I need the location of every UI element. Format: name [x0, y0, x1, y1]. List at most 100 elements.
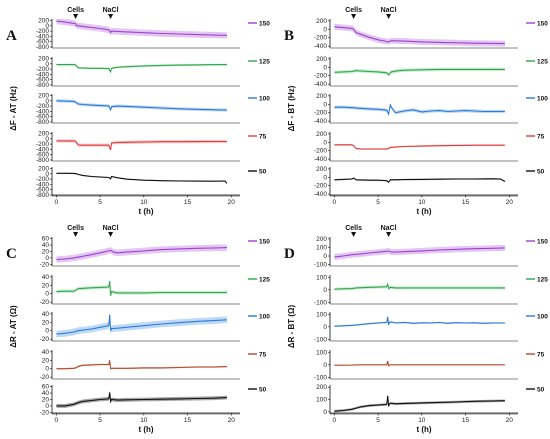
event-arrow: [386, 232, 392, 237]
legend-label: 75: [537, 351, 545, 358]
series-line: [56, 100, 227, 112]
x-axis-label: t (h): [416, 207, 431, 216]
series-line: [334, 316, 505, 327]
y-tick-label: 20: [42, 282, 50, 289]
y-tick-label: 200: [38, 166, 49, 173]
event-label: Cells: [67, 225, 84, 232]
event-arrow: [351, 232, 357, 237]
legend-label: 100: [537, 313, 548, 320]
y-tick-label: 0: [323, 324, 327, 331]
series-band: [56, 139, 227, 152]
y-tick-label: -100: [314, 262, 327, 269]
series-line: [334, 360, 505, 367]
series-line: [56, 392, 227, 407]
series-band: [334, 316, 505, 327]
x-tick-label: 10: [140, 199, 148, 206]
y-tick-label: -20: [40, 299, 50, 306]
y-tick-label: -200: [314, 35, 327, 42]
y-axis-label: ΔR - AT (Ω): [9, 305, 18, 348]
y-tick-label: -200: [36, 141, 49, 148]
x-tick-label: 0: [333, 417, 337, 424]
y-tick-label: 0: [45, 328, 49, 335]
legend-label: 100: [537, 95, 548, 102]
series-line: [334, 282, 505, 290]
y-tick-label: -200: [314, 148, 327, 155]
y-tick-label: -400: [36, 181, 49, 188]
x-axis-label: t (h): [138, 425, 153, 434]
panel-a: AΔF - AT (Hz)Cells NaCl2000-200-400-600-8…: [6, 7, 270, 216]
y-tick-label: 200: [316, 384, 327, 391]
series-band: [334, 23, 505, 47]
y-tick-label: -400: [36, 33, 49, 40]
legend-label: 150: [537, 20, 548, 27]
series-band: [56, 63, 227, 73]
x-tick-label: 15: [184, 199, 192, 206]
legend-label: 100: [259, 95, 270, 102]
y-tick-label: 0: [323, 64, 327, 71]
panel-letter: C: [6, 246, 17, 262]
y-tick-label: -200: [36, 176, 49, 183]
y-tick-label: -600: [36, 39, 49, 46]
subplot-50: 200 100 0 50: [316, 384, 544, 416]
y-tick-label: -20: [40, 261, 50, 268]
y-tick-label: -800: [36, 192, 49, 199]
event-label: NaCl: [381, 7, 397, 14]
legend-label: 125: [537, 276, 548, 283]
y-tick-label: 0: [45, 136, 49, 143]
x-tick-label: 15: [462, 417, 470, 424]
subplot-100: 100 0 -100 100: [314, 311, 548, 343]
x-tick-label: 5: [98, 417, 102, 424]
x-tick-label: 5: [98, 199, 102, 206]
y-tick-label: -600: [36, 77, 49, 84]
y-tick-label: -600: [36, 114, 49, 121]
series-line: [334, 247, 505, 258]
legend-label: 50: [537, 168, 545, 175]
y-tick-label: 0: [323, 139, 327, 146]
subplot-125: 100 0 -100 125: [314, 274, 548, 306]
x-axis: 0 5 10 15 20 t (h): [52, 412, 240, 434]
event-arrow: [108, 232, 114, 237]
y-tick-label: -20: [40, 374, 50, 381]
legend-label: 125: [259, 276, 270, 283]
y-tick-label: 200: [316, 18, 327, 25]
event-label: NaCl: [381, 225, 397, 232]
legend-label: 150: [259, 238, 270, 245]
series-line: [334, 395, 505, 412]
series-band: [334, 282, 505, 291]
event-arrow: [386, 14, 392, 19]
y-tick-label: 100: [316, 311, 327, 318]
y-tick-label: -100: [314, 374, 327, 381]
y-tick-label: 0: [45, 171, 49, 178]
y-tick-label: 0: [323, 409, 327, 416]
series-band: [334, 360, 505, 367]
y-tick-label: 0: [323, 362, 327, 369]
legend-label: 75: [259, 133, 267, 140]
y-tick-label: 40: [42, 349, 50, 356]
panel-d: DΔR - BT (Ω)Cells NaCl2001000-1001501000-…: [284, 225, 548, 434]
x-tick-label: 15: [462, 199, 470, 206]
legend-label: 75: [537, 133, 545, 140]
legend-label: 150: [259, 20, 270, 27]
legend-label: 50: [537, 386, 545, 393]
y-tick-label: -400: [314, 118, 327, 125]
panel-c: CΔR - AT (Ω)Cells NaCl6040200-2015040200-…: [6, 225, 270, 434]
y-tick-label: 20: [42, 319, 50, 326]
y-tick-label: -800: [36, 157, 49, 164]
series-band: [334, 244, 505, 260]
y-tick-label: -100: [314, 299, 327, 306]
x-tick-label: 5: [376, 417, 380, 424]
y-tick-label: 100: [316, 397, 327, 404]
y-tick-label: 0: [45, 255, 49, 262]
series-line: [56, 247, 227, 261]
series-band: [56, 172, 227, 184]
